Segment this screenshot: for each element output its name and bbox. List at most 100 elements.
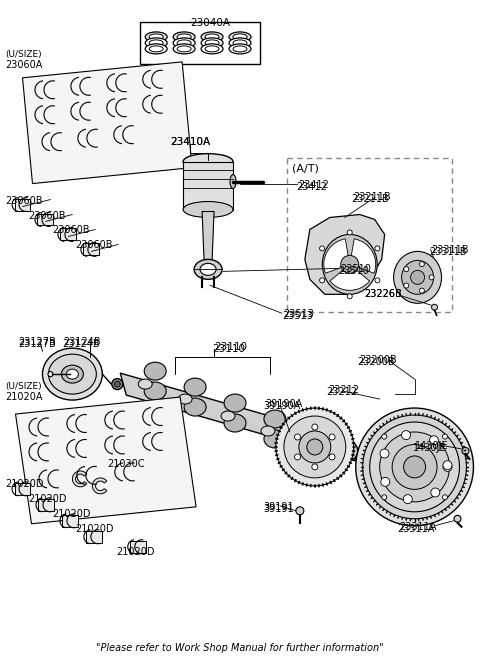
Text: 21020D: 21020D — [52, 509, 91, 519]
Text: 39191: 39191 — [263, 504, 294, 514]
Wedge shape — [350, 239, 376, 274]
Ellipse shape — [342, 445, 354, 457]
Ellipse shape — [356, 408, 473, 525]
Polygon shape — [202, 211, 214, 261]
Ellipse shape — [394, 251, 442, 303]
Ellipse shape — [173, 44, 195, 54]
Text: 23060B: 23060B — [75, 241, 113, 251]
Ellipse shape — [66, 369, 78, 379]
Text: 23060B: 23060B — [52, 226, 90, 236]
Text: 23127B: 23127B — [19, 339, 56, 349]
Text: 39190A: 39190A — [265, 399, 302, 409]
Bar — [140, 22, 260, 64]
Ellipse shape — [307, 439, 323, 455]
Ellipse shape — [149, 40, 163, 46]
Ellipse shape — [184, 398, 206, 416]
Ellipse shape — [178, 394, 192, 404]
Circle shape — [420, 262, 424, 266]
Ellipse shape — [410, 270, 425, 284]
Circle shape — [329, 454, 335, 460]
Ellipse shape — [201, 38, 223, 48]
Circle shape — [347, 230, 352, 235]
Text: 21020A: 21020A — [6, 392, 43, 402]
Ellipse shape — [173, 32, 195, 42]
Text: 23124B: 23124B — [62, 339, 100, 349]
Circle shape — [381, 478, 390, 486]
Ellipse shape — [284, 416, 346, 478]
Circle shape — [462, 447, 469, 455]
Circle shape — [320, 278, 324, 283]
Ellipse shape — [48, 372, 53, 377]
Ellipse shape — [173, 38, 195, 48]
Text: 23226B: 23226B — [365, 289, 402, 299]
Ellipse shape — [138, 379, 152, 389]
Ellipse shape — [233, 40, 247, 46]
Ellipse shape — [363, 415, 467, 519]
Circle shape — [382, 434, 387, 439]
Ellipse shape — [341, 255, 359, 274]
Ellipse shape — [233, 46, 247, 52]
Circle shape — [295, 434, 300, 440]
Ellipse shape — [224, 394, 246, 412]
Polygon shape — [37, 213, 53, 226]
Text: 21020D: 21020D — [28, 494, 67, 504]
Text: 23060B: 23060B — [6, 195, 43, 205]
Text: 23311A: 23311A — [400, 522, 437, 532]
Circle shape — [295, 454, 300, 460]
Ellipse shape — [221, 411, 235, 421]
Text: 23311A: 23311A — [397, 523, 435, 534]
Circle shape — [443, 461, 452, 470]
Circle shape — [430, 436, 438, 445]
Text: 23060A: 23060A — [6, 60, 43, 70]
Circle shape — [347, 294, 352, 298]
Ellipse shape — [149, 34, 163, 40]
Ellipse shape — [114, 381, 120, 387]
Polygon shape — [130, 541, 146, 553]
Polygon shape — [14, 483, 31, 495]
Circle shape — [443, 434, 447, 439]
Ellipse shape — [42, 348, 102, 400]
Polygon shape — [23, 62, 192, 184]
Wedge shape — [324, 239, 350, 274]
Ellipse shape — [183, 201, 233, 218]
Polygon shape — [38, 499, 54, 511]
Circle shape — [375, 278, 380, 283]
Circle shape — [329, 434, 335, 440]
Wedge shape — [330, 264, 370, 291]
Polygon shape — [120, 373, 356, 461]
Ellipse shape — [370, 422, 459, 512]
Ellipse shape — [299, 431, 331, 463]
Text: 39190A: 39190A — [263, 401, 300, 411]
Text: 23124B: 23124B — [63, 337, 101, 347]
Circle shape — [403, 495, 412, 504]
Text: 23510: 23510 — [338, 266, 369, 276]
Text: 23513: 23513 — [282, 312, 313, 321]
Polygon shape — [60, 228, 76, 241]
Ellipse shape — [404, 456, 426, 478]
Ellipse shape — [261, 426, 275, 436]
Polygon shape — [14, 199, 31, 211]
Circle shape — [312, 464, 318, 470]
Ellipse shape — [200, 264, 216, 276]
Text: (U/SIZE): (U/SIZE) — [6, 50, 42, 59]
Circle shape — [443, 462, 452, 472]
Circle shape — [431, 488, 440, 497]
Circle shape — [454, 516, 461, 522]
Ellipse shape — [183, 154, 233, 170]
Polygon shape — [84, 243, 99, 255]
Text: 23412: 23412 — [296, 182, 327, 192]
Circle shape — [296, 507, 304, 515]
Text: 1430JE: 1430JE — [413, 443, 446, 453]
Text: 23212: 23212 — [326, 387, 357, 397]
Text: 23226B: 23226B — [365, 289, 402, 299]
Circle shape — [429, 275, 434, 280]
Ellipse shape — [145, 38, 167, 48]
Text: 23110: 23110 — [214, 342, 247, 352]
Ellipse shape — [264, 430, 286, 448]
Text: 23311B: 23311B — [430, 247, 467, 257]
Text: 23212: 23212 — [328, 385, 359, 395]
Text: 23127B: 23127B — [19, 337, 56, 347]
Circle shape — [375, 246, 380, 251]
Text: 23510: 23510 — [340, 264, 371, 274]
Ellipse shape — [205, 40, 219, 46]
